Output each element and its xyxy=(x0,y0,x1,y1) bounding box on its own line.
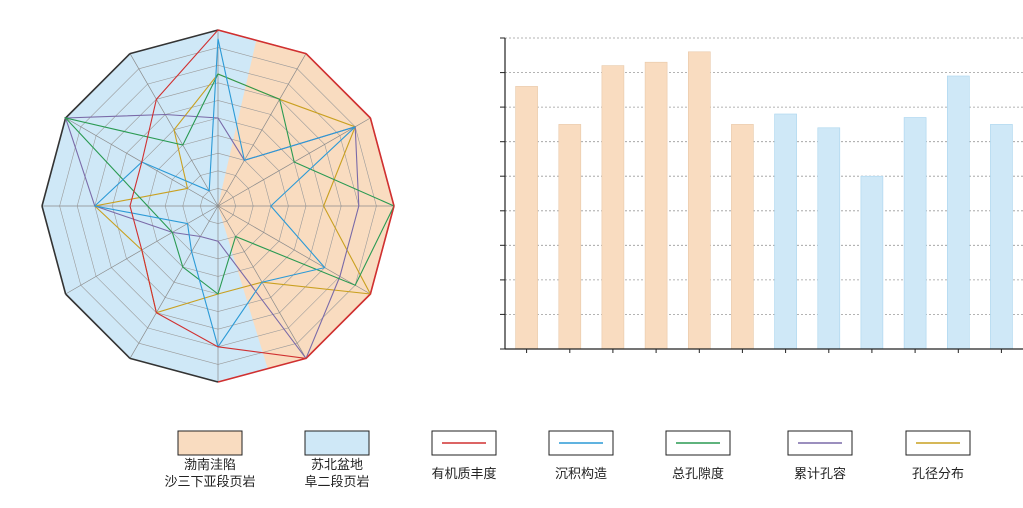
radar-border-segment xyxy=(41,205,67,295)
legend-label-1: 苏北盆地阜二段页岩 xyxy=(304,457,369,490)
radar-chart xyxy=(41,29,395,383)
bar-3 xyxy=(644,61,668,350)
bar-0 xyxy=(515,86,538,350)
radar-border-segment xyxy=(65,293,131,359)
radar-spoke xyxy=(129,205,219,359)
radar-border-segment xyxy=(217,357,307,383)
legend-label-5: 累计孔容 xyxy=(794,466,846,482)
radar-border-segment xyxy=(65,53,131,119)
radar-spoke xyxy=(217,205,371,295)
bar-10 xyxy=(946,75,970,350)
bar-8 xyxy=(860,175,884,350)
bar-6 xyxy=(774,113,797,350)
legend: 渤南洼陷沙三下亚段页岩 苏北盆地阜二段页岩 有机质丰度 沉积构造 总孔隙度 累计孔容 孔径分… xyxy=(164,430,971,490)
bar-1 xyxy=(558,124,582,350)
bar-9 xyxy=(903,117,927,350)
radar-spoke xyxy=(217,53,307,207)
bar-4 xyxy=(687,51,711,350)
radar-border-segment xyxy=(129,357,219,383)
radar-series-0 xyxy=(129,29,395,359)
legend-box-1 xyxy=(304,430,370,456)
bar-5 xyxy=(731,124,754,350)
legend-label-4: 总孔隙度 xyxy=(672,466,724,482)
legend-box-0 xyxy=(177,430,243,456)
legend-label-6: 孔径分布 xyxy=(912,467,964,482)
legend-label-2: 有机质丰度 xyxy=(431,466,496,482)
legend-label-0: 渤南洼陷沙三下亚段页岩 xyxy=(164,457,255,490)
bar-chart xyxy=(500,37,1023,353)
radar-border-segment xyxy=(129,29,219,55)
bar-2 xyxy=(601,65,625,350)
bar-11 xyxy=(990,124,1013,350)
bar-7 xyxy=(817,127,841,350)
radar-border-segment xyxy=(41,117,67,207)
legend-label-3: 沉积构造 xyxy=(555,467,607,482)
radar-series-2 xyxy=(63,73,395,295)
